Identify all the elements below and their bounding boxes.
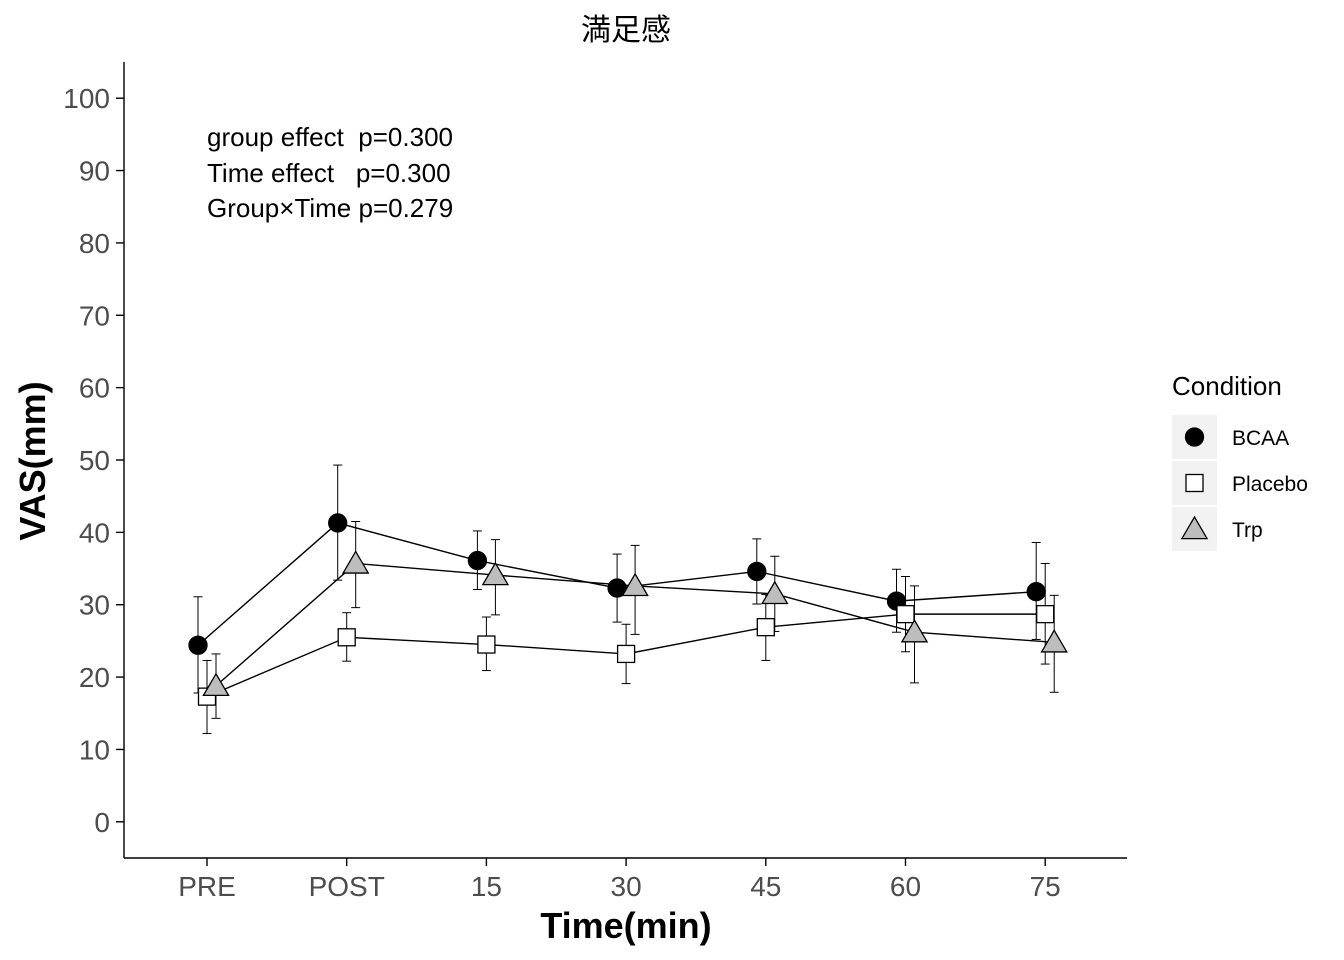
annotation-time-effect: Time effect p=0.300	[207, 158, 451, 188]
data-point	[756, 618, 775, 637]
x-tick-label: 15	[471, 871, 502, 902]
chart-title: 満足感	[581, 13, 671, 48]
y-axis-title: VAS(mm)	[12, 381, 53, 540]
data-point	[202, 672, 230, 697]
series-trp	[211, 521, 1059, 719]
data-point	[616, 644, 636, 664]
y-tick-label: 0	[94, 807, 110, 838]
y-tick-label: 20	[79, 662, 110, 693]
data-point	[761, 580, 789, 605]
legend-label: Trp	[1232, 519, 1263, 542]
annotation-interaction: Group×Time p=0.279	[207, 193, 453, 223]
series-points-bcaa	[188, 513, 1046, 655]
y-axis: 0 10 20 30 40 50 60 70 80 90 100	[63, 62, 125, 858]
series-points-trp	[202, 550, 1068, 697]
y-tick-label: 40	[79, 517, 110, 548]
data-point	[747, 561, 767, 582]
y-tick-label: 100	[63, 83, 110, 114]
data-point	[621, 572, 649, 597]
annotation-block: group effect p=0.300 Time effect p=0.300…	[207, 122, 453, 223]
annotation-group-effect: group effect p=0.300	[207, 122, 453, 152]
data-point	[477, 635, 496, 654]
legend-marker	[1180, 515, 1209, 540]
data-point	[896, 604, 915, 624]
legend: Condition BCAA Placebo Trp	[1172, 371, 1308, 551]
y-tick-label: 80	[79, 228, 110, 259]
x-tick-label: POST	[309, 871, 385, 902]
y-tick-label: 30	[79, 590, 110, 621]
data-point	[481, 561, 510, 586]
legend-marker	[1184, 427, 1205, 447]
y-tick-label: 50	[79, 445, 110, 476]
data-point	[337, 628, 356, 647]
y-tick-label: 60	[79, 373, 110, 404]
data-point	[328, 513, 348, 533]
x-tick-label: 45	[750, 871, 781, 902]
data-point	[1036, 604, 1055, 624]
y-tick-label: 10	[79, 734, 110, 765]
series-points-placebo	[197, 604, 1055, 706]
plot-area	[188, 464, 1068, 735]
legend-marker	[1185, 473, 1204, 493]
data-point	[1026, 582, 1046, 602]
data-point	[188, 635, 208, 655]
legend-title: Condition	[1172, 371, 1282, 401]
x-axis-title: Time(min)	[540, 905, 711, 946]
data-point	[1040, 629, 1068, 653]
x-tick-label: PRE	[178, 871, 236, 902]
data-point	[900, 618, 929, 643]
x-tick-label: 30	[611, 871, 642, 902]
legend-label: BCAA	[1232, 427, 1289, 450]
x-tick-label: 60	[890, 871, 921, 902]
legend-label: Placebo	[1232, 473, 1308, 496]
data-point	[467, 550, 488, 571]
x-axis: PRE POST 15 30 45 60 75	[124, 857, 1127, 902]
y-tick-label: 90	[79, 156, 110, 187]
x-tick-label: 75	[1030, 871, 1061, 902]
y-tick-label: 70	[79, 300, 110, 331]
data-point	[341, 550, 370, 574]
